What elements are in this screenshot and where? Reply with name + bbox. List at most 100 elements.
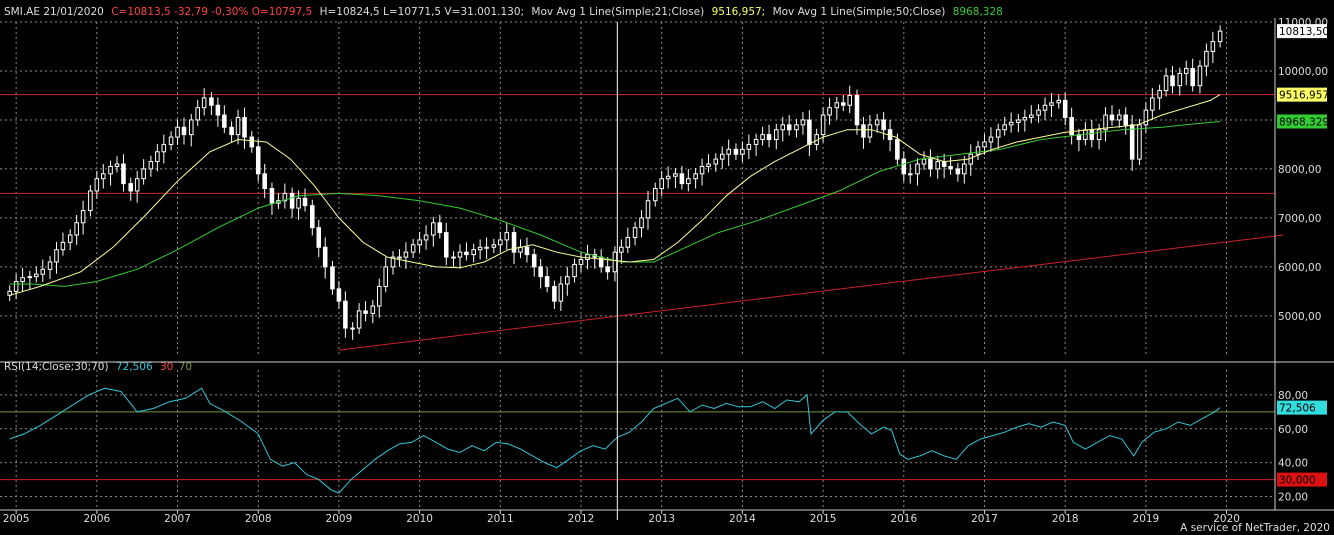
candle-down bbox=[1089, 129, 1095, 141]
candle-down bbox=[269, 188, 275, 204]
candle-down bbox=[955, 168, 961, 175]
candle-up bbox=[1183, 68, 1189, 74]
candle-up bbox=[40, 268, 46, 275]
candle-up bbox=[451, 256, 456, 259]
price-tick-label: 5000,00 bbox=[1278, 311, 1321, 323]
candle-up bbox=[431, 222, 436, 236]
candle-down bbox=[552, 285, 557, 302]
candle-up bbox=[1056, 99, 1062, 104]
candle-up bbox=[1116, 114, 1122, 121]
candle-down bbox=[1069, 116, 1074, 136]
candle-up bbox=[1049, 102, 1054, 106]
candle-up bbox=[988, 136, 994, 143]
rsi-tick-label: 40,00 bbox=[1278, 458, 1308, 470]
value-tag-label: 30,000 bbox=[1279, 475, 1316, 487]
candle-up bbox=[491, 244, 497, 248]
candle-up bbox=[175, 126, 180, 138]
x-tick-label: 2018 bbox=[1052, 513, 1079, 525]
candle-up bbox=[108, 165, 113, 175]
candle-up bbox=[962, 163, 967, 175]
candle-down bbox=[215, 104, 221, 116]
candle-up bbox=[457, 251, 463, 258]
candle-up bbox=[410, 244, 416, 253]
candle-down bbox=[807, 119, 812, 145]
candle-up bbox=[20, 277, 25, 283]
candle-up bbox=[827, 107, 832, 116]
rsi-header-overbought: 70 bbox=[179, 361, 192, 373]
candle-down bbox=[330, 266, 335, 290]
candle-down bbox=[128, 183, 134, 192]
candle-down bbox=[249, 136, 255, 148]
x-tick-label: 2017 bbox=[971, 513, 998, 525]
candle-up bbox=[80, 210, 86, 224]
candle-up bbox=[659, 178, 664, 190]
candle-down bbox=[928, 158, 933, 170]
candle-up bbox=[60, 241, 66, 251]
candle-up bbox=[161, 143, 167, 153]
candle-up bbox=[625, 236, 631, 248]
price-tick-label: 6000,00 bbox=[1278, 262, 1321, 274]
candle-up bbox=[390, 256, 396, 268]
candle-down bbox=[854, 94, 860, 126]
candle-up bbox=[403, 251, 409, 258]
price-tick-label: 7000,00 bbox=[1278, 213, 1321, 225]
candle-down bbox=[605, 266, 610, 273]
candle-down bbox=[733, 148, 739, 155]
candle-up bbox=[155, 151, 160, 163]
candle-up bbox=[7, 290, 12, 296]
candle-down bbox=[343, 300, 348, 329]
candle-up bbox=[54, 249, 59, 263]
footer-credit: A service of NetTrader, 2020 bbox=[1180, 522, 1330, 534]
candle-up bbox=[188, 119, 194, 136]
candle-up bbox=[693, 173, 698, 180]
candle-up bbox=[47, 261, 53, 270]
candle-up bbox=[397, 256, 402, 259]
candle-down bbox=[209, 97, 214, 106]
candle-up bbox=[820, 114, 826, 136]
candle-down bbox=[262, 173, 267, 189]
x-tick-label: 2019 bbox=[1133, 513, 1160, 525]
price-header: SMI.AE 21/01/2020 C=10813,5 -32,79 -0,30… bbox=[4, 6, 1003, 18]
candle-up bbox=[847, 94, 853, 106]
candle-up bbox=[558, 283, 564, 302]
rsi-tick-label: 80,00 bbox=[1278, 390, 1308, 402]
candle-up bbox=[578, 259, 584, 265]
candle-up bbox=[498, 239, 503, 246]
candle-down bbox=[255, 146, 261, 175]
candle-down bbox=[786, 124, 792, 131]
candle-up bbox=[975, 146, 981, 155]
candle-up bbox=[995, 129, 1001, 138]
ma50-line bbox=[9, 121, 1221, 287]
candle-up bbox=[423, 234, 429, 241]
header-symbol-date: SMI.AE 21/01/2020 bbox=[4, 6, 104, 18]
x-tick-label: 2009 bbox=[326, 513, 353, 525]
candle-up bbox=[639, 217, 644, 229]
candle-down bbox=[544, 276, 550, 287]
candle-up bbox=[774, 129, 779, 141]
candle-up bbox=[282, 192, 288, 202]
candle-up bbox=[376, 285, 382, 307]
candle-down bbox=[302, 197, 308, 207]
candle-down bbox=[121, 163, 126, 185]
candle-down bbox=[363, 310, 368, 314]
value-tag-label: 8968,329 bbox=[1279, 116, 1329, 128]
candle-down bbox=[679, 173, 685, 185]
candle-up bbox=[235, 116, 241, 136]
candle-up bbox=[484, 246, 489, 249]
value-tag-box bbox=[1277, 472, 1327, 487]
candle-up bbox=[1217, 30, 1223, 43]
candle-up bbox=[1096, 129, 1102, 141]
x-tick-label: 2007 bbox=[164, 513, 191, 525]
candle-up bbox=[699, 165, 705, 175]
x-tick-label: 2020 bbox=[1213, 513, 1240, 525]
value-tag-box bbox=[1277, 114, 1327, 129]
candle-up bbox=[1103, 114, 1108, 131]
candle-up bbox=[356, 310, 362, 329]
candle-down bbox=[948, 165, 953, 170]
candle-down bbox=[1123, 114, 1128, 126]
candle-up bbox=[1036, 109, 1041, 116]
candle-up bbox=[915, 163, 920, 175]
candle-up bbox=[1157, 90, 1162, 99]
candle-down bbox=[229, 126, 234, 136]
